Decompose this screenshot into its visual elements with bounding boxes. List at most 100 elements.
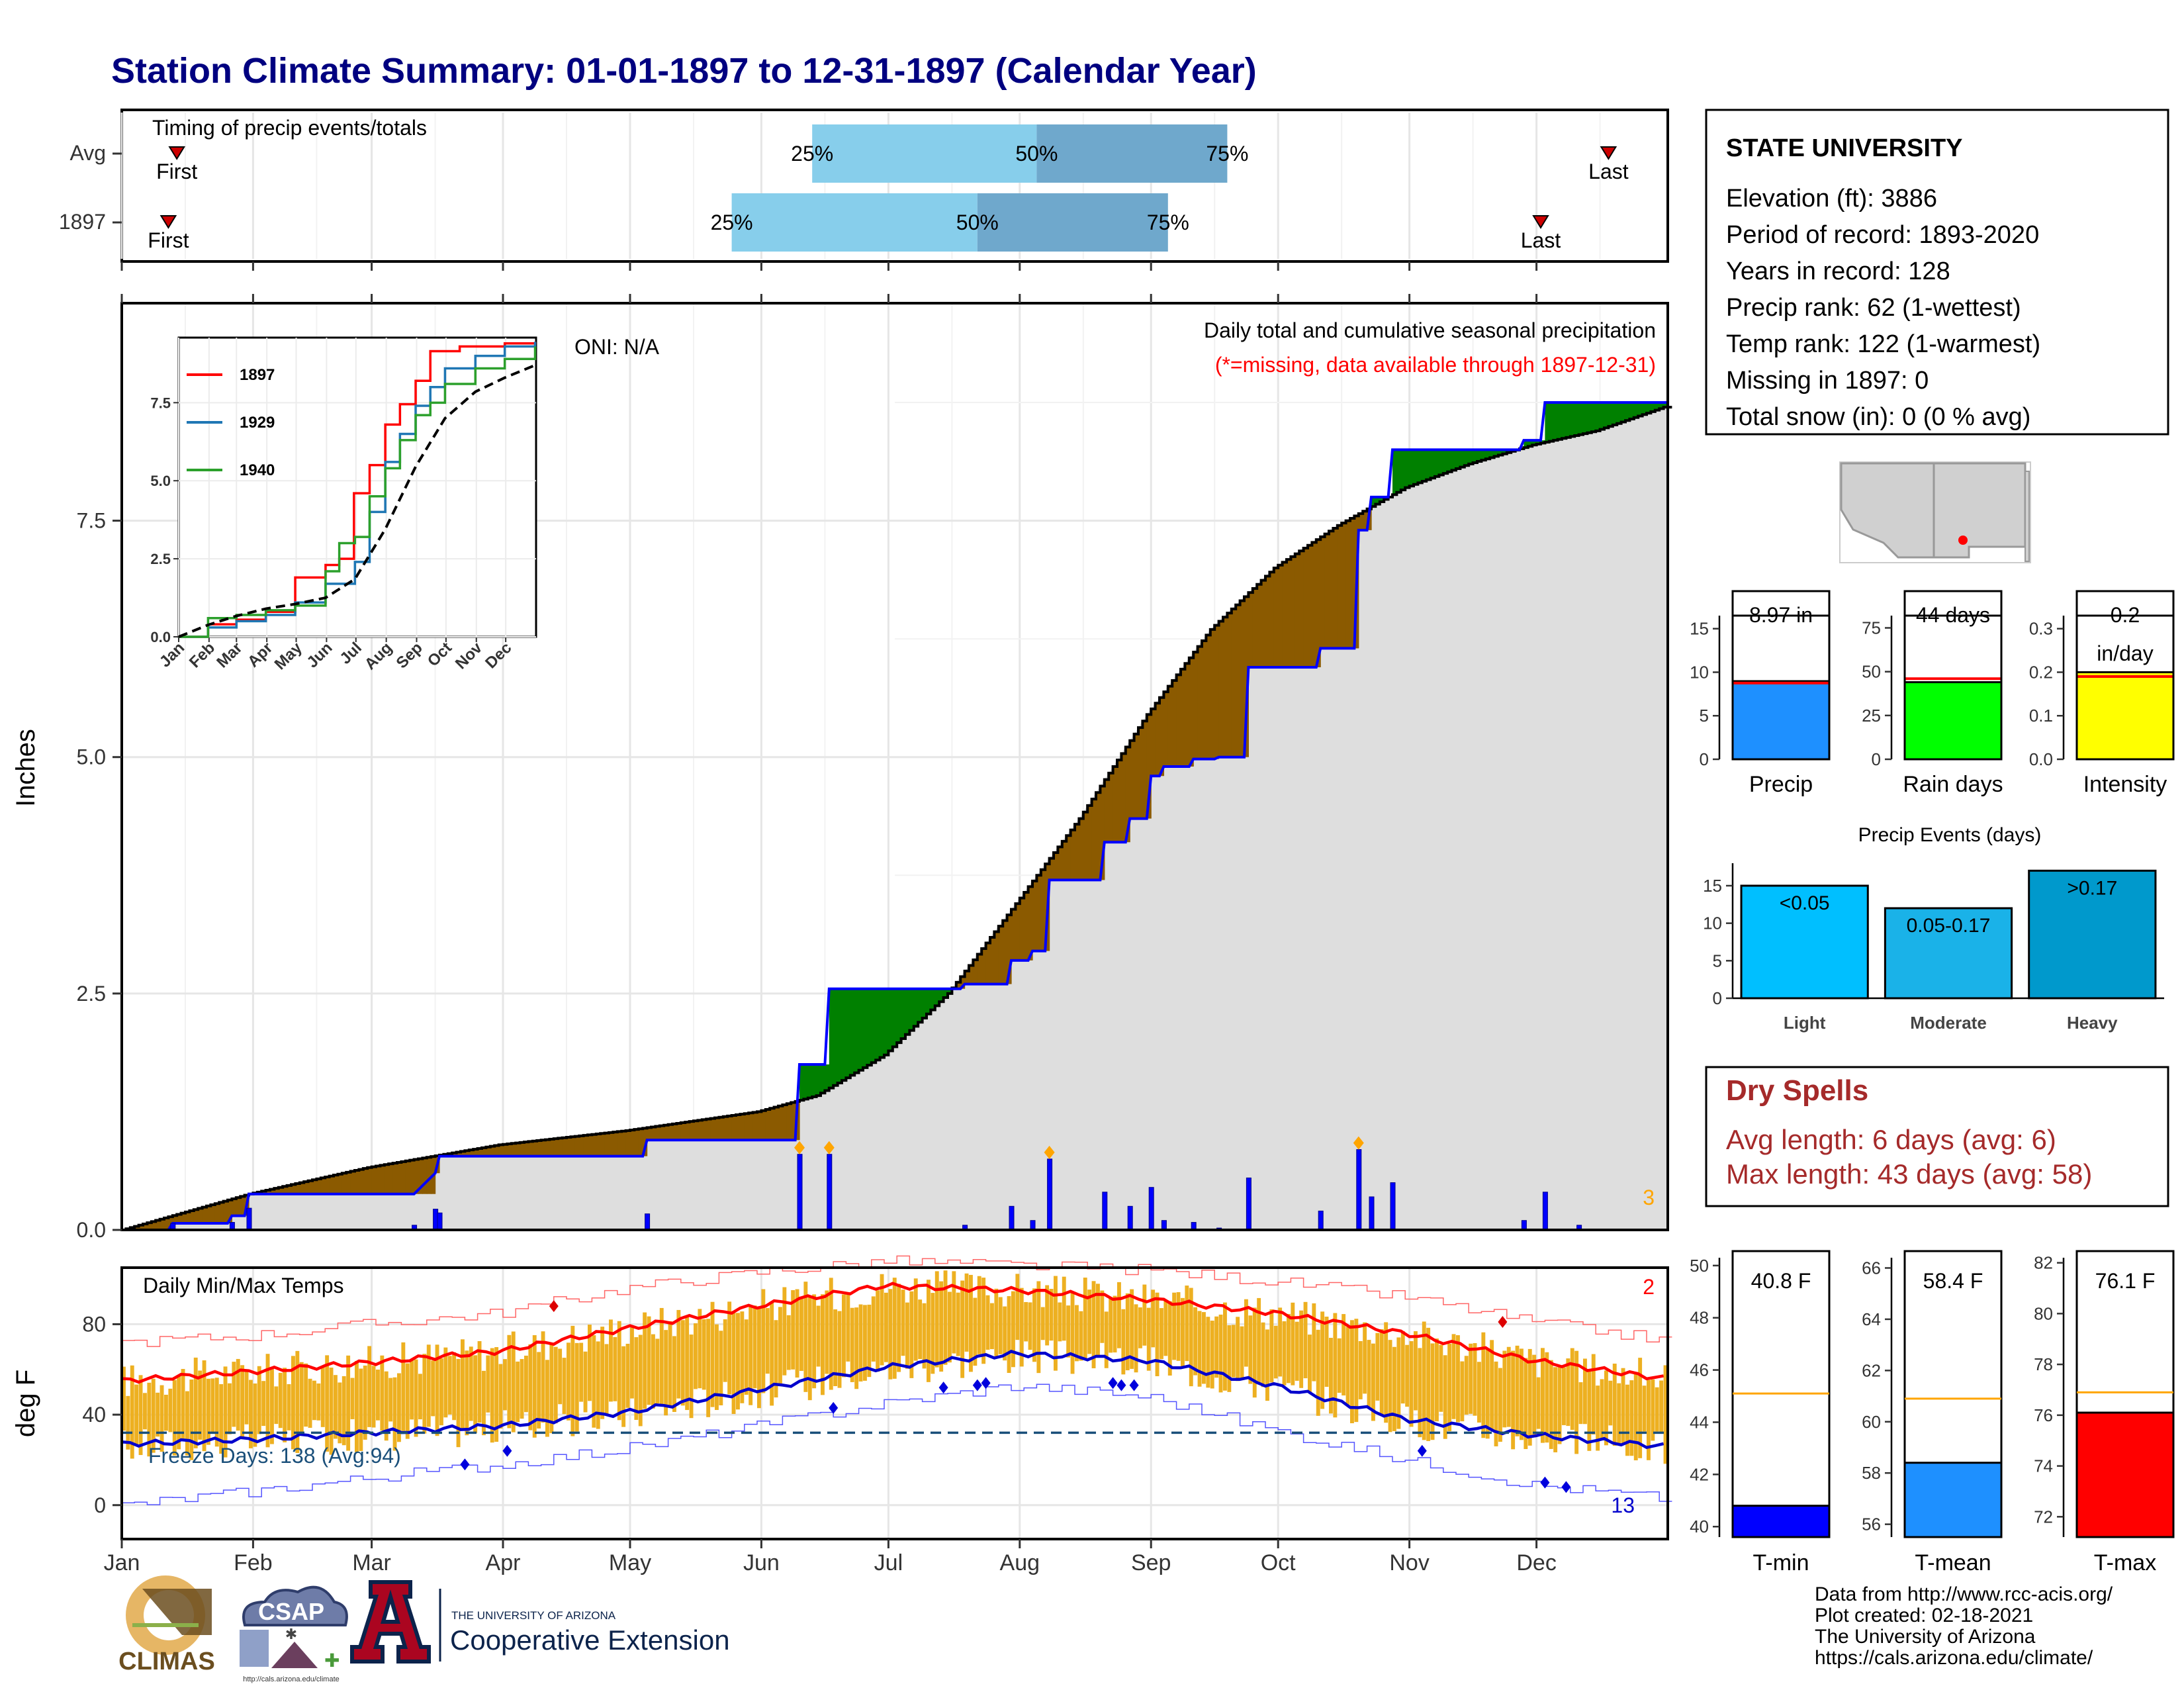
- university-logo[interactable]: THE UNIVERSITY OF ARIZONA Cooperative Ex…: [350, 1580, 730, 1664]
- precip-deficit-band: [1337, 525, 1342, 649]
- daily-temp-bar: [1329, 1338, 1333, 1414]
- daily-temp-bar: [198, 1370, 203, 1440]
- daily-precip-bar: [1047, 1158, 1053, 1231]
- record-max-line: [122, 1255, 1672, 1347]
- precip-deficit-band: [287, 1185, 292, 1194]
- precip-surplus-band: [837, 988, 842, 1083]
- timing-marker-label: Last: [1521, 228, 1561, 252]
- inset-ytick-label: 5.0: [150, 473, 171, 489]
- daily-temp-bar: [414, 1359, 418, 1437]
- daily-temp-bar: [185, 1391, 189, 1456]
- daily-temp-bar: [1388, 1340, 1392, 1432]
- daily-temp-bar: [232, 1362, 236, 1427]
- precip-surplus-band: [1633, 402, 1639, 418]
- heavy-event-marker: [794, 1141, 805, 1154]
- daily-temp-bar: [1028, 1302, 1032, 1350]
- summary-value-label: 58.4 F: [1923, 1269, 1983, 1293]
- daily-temp-bar: [698, 1309, 702, 1389]
- precip-deficit-band: [604, 1133, 610, 1156]
- daily-temp-bar: [159, 1385, 164, 1452]
- daily-temp-bar: [541, 1331, 545, 1423]
- daily-precip-bar: [827, 1154, 833, 1231]
- precip-deficit-band: [274, 1188, 279, 1194]
- daily-temp-bar: [151, 1378, 156, 1453]
- daily-temp-bar: [604, 1344, 609, 1414]
- precip-surplus-band: [1608, 402, 1614, 427]
- daily-temp-bar: [1087, 1289, 1092, 1354]
- precip-deficit-band: [558, 1138, 563, 1156]
- daily-temp-bar: [1473, 1343, 1477, 1416]
- precip-surplus-band: [1574, 402, 1580, 436]
- precip-surplus-band: [799, 1064, 804, 1101]
- page-title: Station Climate Summary: 01-01-1897 to 1…: [111, 51, 1257, 91]
- daily-temp-bar: [435, 1344, 439, 1436]
- summary-panel-label: Intensity: [2083, 772, 2167, 797]
- precip-deficit-band: [465, 1150, 470, 1156]
- precip-deficit-band: [147, 1223, 152, 1230]
- daily-temp-bar: [723, 1319, 727, 1382]
- daily-temp-bar: [1015, 1274, 1020, 1340]
- precip-deficit-band: [782, 1105, 788, 1141]
- precip-deficit-band: [1062, 841, 1067, 880]
- precip-surplus-band: [1422, 449, 1427, 482]
- precip-surplus-band: [833, 988, 839, 1086]
- daily-temp-bar: [1477, 1362, 1481, 1423]
- daily-temp-bar: [1456, 1335, 1460, 1423]
- daily-temp-bar: [1130, 1289, 1134, 1369]
- daily-temp-bar: [1096, 1284, 1100, 1356]
- month-tick-label: Apr: [486, 1550, 521, 1575]
- daily-temp-bar: [770, 1301, 774, 1406]
- daily-temp-bar: [892, 1278, 897, 1379]
- precip-deficit-band: [1257, 584, 1262, 667]
- footer-line: Plot created: 02-18-2021: [1815, 1605, 2033, 1626]
- daily-temp-bar: [1054, 1276, 1058, 1371]
- daily-temp-bar: [283, 1368, 287, 1442]
- precip-deficit-band: [206, 1205, 211, 1223]
- daily-temp-bar: [431, 1360, 435, 1417]
- csap-logo[interactable]: CSAP ✱ ✚ http://cals.arizona.edu/climate: [233, 1585, 349, 1684]
- daily-temp-bar: [181, 1369, 185, 1440]
- daily-temp-bar: [1185, 1286, 1189, 1362]
- daily-temp-bar: [1439, 1344, 1443, 1412]
- daily-temp-bar: [803, 1282, 808, 1392]
- heavy-event-marker: [1353, 1136, 1364, 1150]
- daily-precip-bar: [1521, 1220, 1527, 1231]
- daily-temp-bar: [1125, 1293, 1130, 1371]
- daily-temp-bar: [1075, 1305, 1079, 1362]
- daily-temp-bar: [1367, 1340, 1371, 1409]
- daily-precip-bar: [437, 1212, 443, 1231]
- timing-bar-25-50: [731, 193, 978, 252]
- station-line: Missing in 1897: 0: [1726, 367, 1929, 395]
- station-location-marker: [1958, 536, 1968, 545]
- precip-surplus-band: [880, 988, 885, 1058]
- precip-surplus-band: [1527, 440, 1533, 447]
- inset-legend-label: 1940: [240, 461, 275, 479]
- map-new-mexico-shape: [1933, 462, 2026, 559]
- precip-deficit-band: [702, 1119, 707, 1141]
- daily-temp-bar: [1511, 1350, 1516, 1450]
- summary-ytick-label: 80: [2034, 1303, 2053, 1323]
- daily-temp-bar: [1011, 1291, 1015, 1368]
- daily-temp-bar: [511, 1331, 516, 1432]
- climas-logo[interactable]: CLIMAS: [118, 1575, 215, 1675]
- precip-deficit-band: [1295, 553, 1300, 667]
- daily-temp-bar: [1659, 1380, 1664, 1432]
- daily-temp-bar: [138, 1375, 143, 1456]
- dry-spells-title: Dry Spells: [1726, 1074, 1868, 1107]
- summary-ytick-label: 72: [2034, 1507, 2053, 1526]
- precip-surplus-band: [918, 988, 923, 1023]
- daily-precip-bar: [246, 1207, 252, 1231]
- precip-deficit-band: [659, 1125, 664, 1141]
- daily-temp-bar: [1206, 1317, 1210, 1388]
- precip-surplus-band: [1557, 402, 1563, 440]
- precip-deficit-band: [1096, 792, 1101, 880]
- summary-ytick-label: 78: [2034, 1354, 2053, 1374]
- events-ytick-label: 10: [1703, 914, 1722, 933]
- precip-deficit-band: [1244, 596, 1249, 757]
- precip-deficit-band: [355, 1170, 359, 1194]
- precip-surplus-band: [1451, 449, 1457, 471]
- daily-precip-bar: [1102, 1192, 1108, 1231]
- precip-deficit-band: [223, 1201, 228, 1223]
- precip-deficit-band: [1181, 669, 1185, 767]
- daily-temp-bar: [1202, 1312, 1206, 1384]
